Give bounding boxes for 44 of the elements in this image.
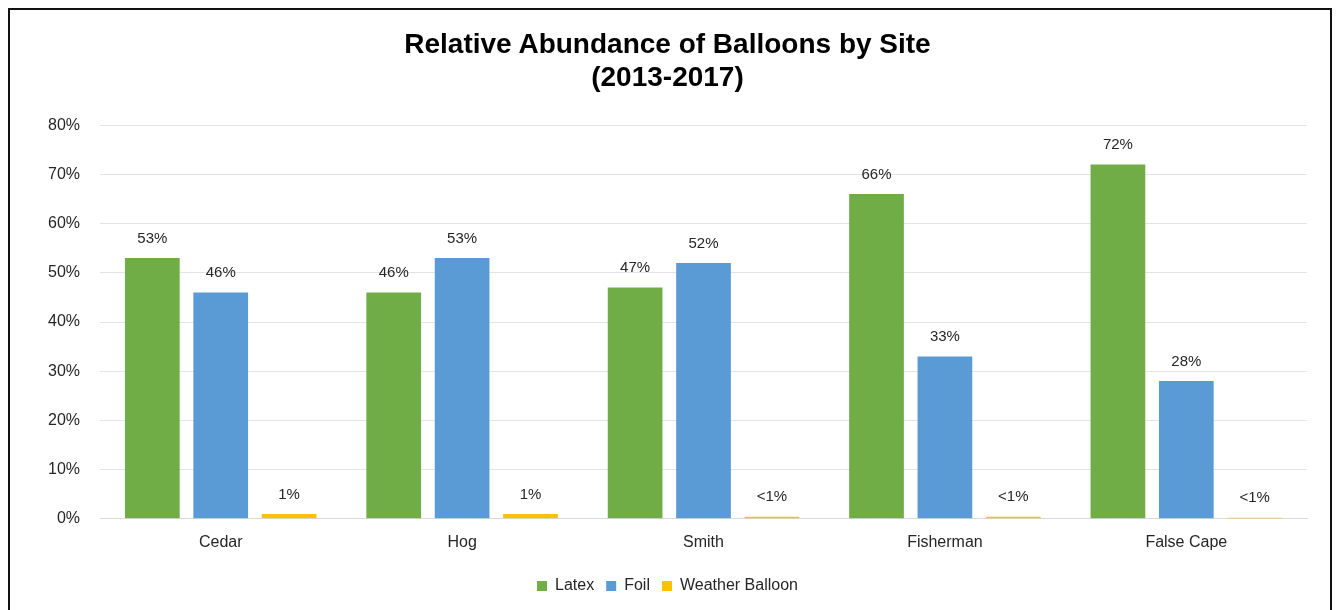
data-label: 47%: [620, 258, 651, 276]
bar: [124, 258, 180, 519]
x-tick-label: Smith: [683, 532, 724, 550]
legend-label: Latex: [555, 576, 595, 594]
bar: [849, 194, 904, 519]
data-label: 46%: [378, 263, 409, 281]
x-tick-label: Cedar: [198, 532, 244, 550]
data-label: 1%: [519, 484, 542, 502]
y-tick-label: 60%: [47, 214, 81, 232]
data-label: 72%: [1102, 135, 1133, 153]
x-tick-label: Hog: [447, 532, 477, 550]
bar: [193, 292, 249, 519]
data-label: 53%: [447, 228, 478, 246]
y-tick-label: 10%: [47, 460, 81, 478]
y-tick-label: 30%: [47, 361, 81, 379]
y-tick-label: 20%: [47, 410, 81, 428]
bar: [434, 258, 490, 519]
bar: [366, 292, 422, 519]
legend-label: Foil: [624, 576, 650, 594]
data-label: 33%: [929, 327, 960, 345]
data-label: <1%: [998, 487, 1029, 505]
data-label: <1%: [756, 487, 788, 505]
y-tick-label: 0%: [56, 509, 81, 527]
data-label: <1%: [1239, 488, 1270, 506]
data-label: 52%: [688, 233, 719, 251]
bar: [1090, 164, 1146, 519]
chart-title: Relative Abundance of Balloons by Site (2013-2017): [404, 27, 931, 93]
bar: [917, 356, 973, 519]
data-label: 28%: [1171, 351, 1202, 369]
y-tick-label: 80%: [47, 115, 81, 133]
data-label: 46%: [205, 263, 236, 281]
y-tick-label: 40%: [47, 312, 81, 330]
x-tick-label: False Cape: [1145, 532, 1228, 550]
y-tick-label: 50%: [47, 263, 81, 281]
bar: [676, 262, 731, 519]
data-label: 1%: [278, 484, 300, 502]
x-tick-label: Fisherman: [907, 532, 983, 550]
data-label: 66%: [861, 164, 892, 182]
data-label: 53%: [137, 228, 168, 246]
legend-label: Weather Balloon: [679, 576, 798, 594]
bar: [503, 513, 558, 519]
bar: [607, 287, 663, 519]
bar: [1158, 381, 1214, 519]
y-tick-label: 70%: [47, 164, 81, 182]
